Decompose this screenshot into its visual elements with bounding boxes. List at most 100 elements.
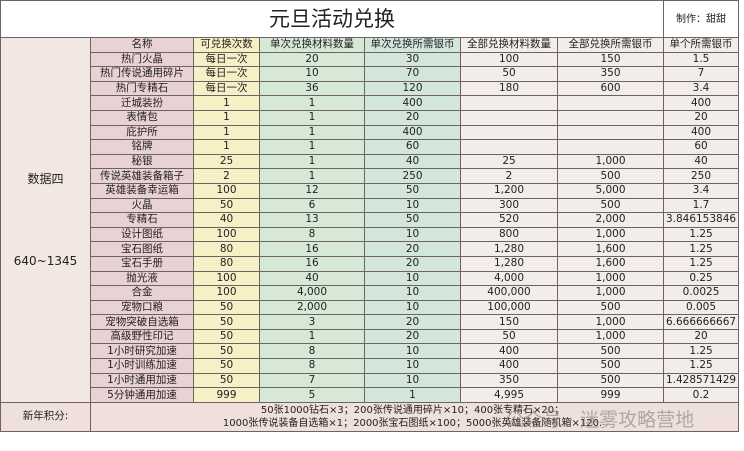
cell xyxy=(556,139,665,155)
cell: 1,600 xyxy=(556,241,665,257)
level-range: 640~1345 xyxy=(13,253,78,268)
cell: 1 xyxy=(193,124,260,141)
table-row: 宝石手册 80 16 20 1,280 1,600 1.25 xyxy=(1,255,740,272)
cell: 20 xyxy=(364,241,461,257)
data-group-cell: 数据四 640~1345 xyxy=(0,37,91,403)
table-row: 传说英雄装备箱子 2 1 250 2 500 250 xyxy=(1,168,740,184)
cell: 520 xyxy=(460,212,558,228)
cell: 100 xyxy=(193,182,260,199)
cell: 7 xyxy=(663,66,740,82)
footer-label: 新年积分: xyxy=(0,401,91,432)
cell: 8 xyxy=(259,343,365,360)
cell: 120 xyxy=(364,80,461,97)
item-name: 英雄装备幸运箱 xyxy=(90,182,194,199)
column-header: 单次兑换材料数量 xyxy=(259,37,365,53)
page-title: 元旦活动兑换 xyxy=(0,0,665,38)
cell: 100 xyxy=(460,51,558,68)
rewards-line-1: 50张1000钻石×3；200张传说通用碎片×10；400张专精石×20； xyxy=(260,404,565,416)
item-name: 5分钟通用加速 xyxy=(90,387,194,403)
cell: 每日一次 xyxy=(193,80,260,97)
cell: 1 xyxy=(259,328,365,345)
cell: 8 xyxy=(259,226,365,243)
table-row: 宠物突破自选箱 50 3 20 150 1,000 6.666666667 xyxy=(1,314,740,330)
cell: 7 xyxy=(259,372,365,389)
cell: 10 xyxy=(364,299,461,316)
cell: 10 xyxy=(364,285,461,301)
cell: 500 xyxy=(556,358,665,374)
cell xyxy=(460,95,558,111)
cell: 36 xyxy=(259,80,365,97)
cell: 400 xyxy=(364,95,461,111)
cell: 2 xyxy=(460,168,558,184)
cell: 1.25 xyxy=(663,241,740,257)
item-name: 秘银 xyxy=(90,153,194,170)
cell: 40 xyxy=(259,270,365,287)
cell: 800 xyxy=(460,226,558,243)
cell: 25 xyxy=(460,153,558,170)
cell: 1 xyxy=(259,139,365,155)
cell: 400 xyxy=(364,124,461,141)
cell: 600 xyxy=(556,80,665,97)
cell: 70 xyxy=(364,66,461,82)
item-name: 表情包 xyxy=(90,109,194,126)
cell: 50 xyxy=(460,66,558,82)
table-row: 专精石 40 13 50 520 2,000 3.846153846 xyxy=(1,212,740,228)
item-name: 1小时研究加速 xyxy=(90,343,194,360)
column-header: 单次兑换所需银币 xyxy=(364,37,461,53)
cell: 250 xyxy=(364,168,461,184)
cell: 1 xyxy=(259,153,365,170)
cell: 80 xyxy=(193,241,260,257)
table-row: 迁城装扮 1 1 400 400 xyxy=(1,95,740,111)
cell: 25 xyxy=(193,153,260,170)
table-row: 1小时通用加速 50 7 10 350 500 1.428571429 xyxy=(1,372,740,389)
cell: 500 xyxy=(556,343,665,360)
cell: 60 xyxy=(364,139,461,155)
table-row: 表情包 1 1 20 20 xyxy=(1,109,740,126)
footer-row: 新年积分: 50张1000钻石×3；200张传说通用碎片×10；400张专精石×2… xyxy=(0,401,740,432)
cell: 50 xyxy=(364,182,461,199)
cell: 50 xyxy=(193,299,260,316)
item-name: 合金 xyxy=(90,285,194,301)
cell: 50 xyxy=(193,197,260,214)
cell xyxy=(460,109,558,126)
column-header: 全部兑换材料数量 xyxy=(460,37,558,53)
cell: 10 xyxy=(364,197,461,214)
table-row: 火晶 50 6 10 300 500 1.7 xyxy=(1,197,740,214)
cell xyxy=(556,109,665,126)
exchange-table: 元旦活动兑换 制作：甜甜 数据四 640~1345 名称 可兑换次数 单次兑换材料数… xyxy=(0,0,740,432)
column-header: 单个所需银币 xyxy=(663,37,740,53)
cell: 20 xyxy=(663,109,740,126)
cell: 0.25 xyxy=(663,270,740,287)
group-label: 数据四 xyxy=(27,171,64,186)
cell: 20 xyxy=(364,109,461,126)
cell: 50 xyxy=(193,372,260,389)
cell: 1 xyxy=(259,124,365,141)
cell: 12 xyxy=(259,182,365,199)
table-row: 热门火晶 每日一次 20 30 100 150 1.5 xyxy=(1,51,740,68)
cell: 10 xyxy=(364,270,461,287)
cell: 2,000 xyxy=(556,212,665,228)
author-credit: 制作：甜甜 xyxy=(663,0,740,38)
cell: 999 xyxy=(193,387,260,403)
cell: 1.25 xyxy=(663,358,740,374)
cell: 50 xyxy=(193,328,260,345)
table-row: 合金 100 4,000 10 400,000 1,000 0.0025 xyxy=(1,285,740,301)
table-row: 宝石图纸 80 16 20 1,280 1,600 1.25 xyxy=(1,241,740,257)
cell: 999 xyxy=(556,387,665,403)
cell: 4,995 xyxy=(460,387,558,403)
cell: 1,000 xyxy=(556,314,665,330)
cell: 每日一次 xyxy=(193,51,260,68)
cell: 1.25 xyxy=(663,226,740,243)
cell: 10 xyxy=(364,372,461,389)
cell: 2,000 xyxy=(259,299,365,316)
table-row: 设计图纸 100 8 10 800 1,000 1.25 xyxy=(1,226,740,243)
table-row: 热门传说通用碎片 每日一次 10 70 50 350 7 xyxy=(1,66,740,82)
item-name: 设计图纸 xyxy=(90,226,194,243)
cell: 350 xyxy=(460,372,558,389)
cell: 1,000 xyxy=(556,270,665,287)
cell: 100 xyxy=(193,270,260,287)
table-row: 5分钟通用加速 999 5 1 4,995 999 0.2 xyxy=(1,387,740,403)
column-header: 可兑换次数 xyxy=(193,37,260,53)
item-name: 1小时训练加速 xyxy=(90,358,194,374)
